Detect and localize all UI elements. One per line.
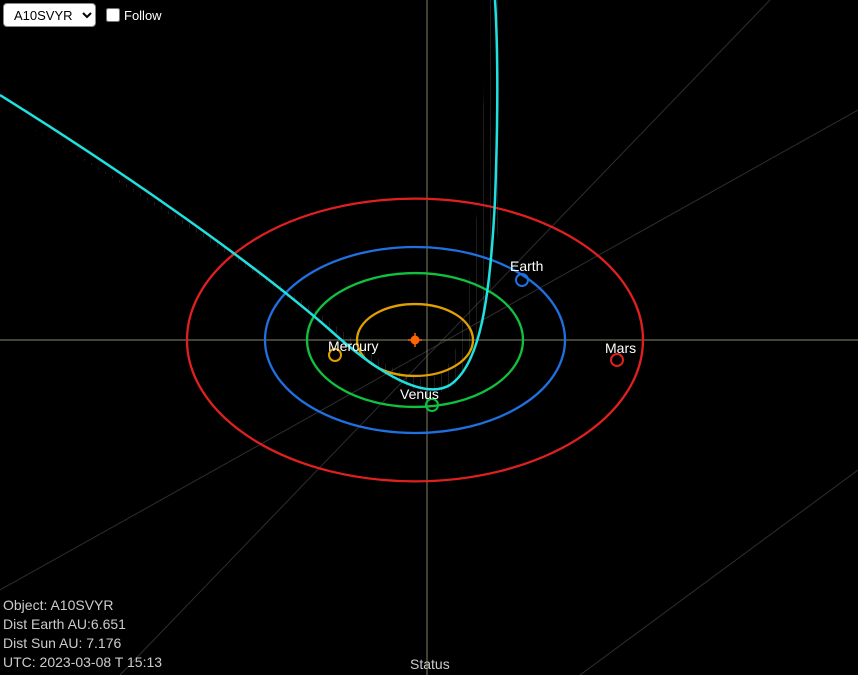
orbit-svg [0, 0, 858, 675]
follow-label: Follow [124, 8, 162, 23]
orbit-viewport[interactable]: MercuryVenusEarthMars [0, 0, 858, 675]
follow-control: Follow [106, 8, 162, 23]
follow-checkbox[interactable] [106, 8, 120, 22]
status-label: Status [410, 656, 450, 672]
top-controls: A10SVYR Follow [3, 3, 162, 27]
status-block: Object: A10SVYR Dist Earth AU:6.651 Dist… [3, 596, 162, 672]
object-select[interactable]: A10SVYR [3, 3, 96, 27]
